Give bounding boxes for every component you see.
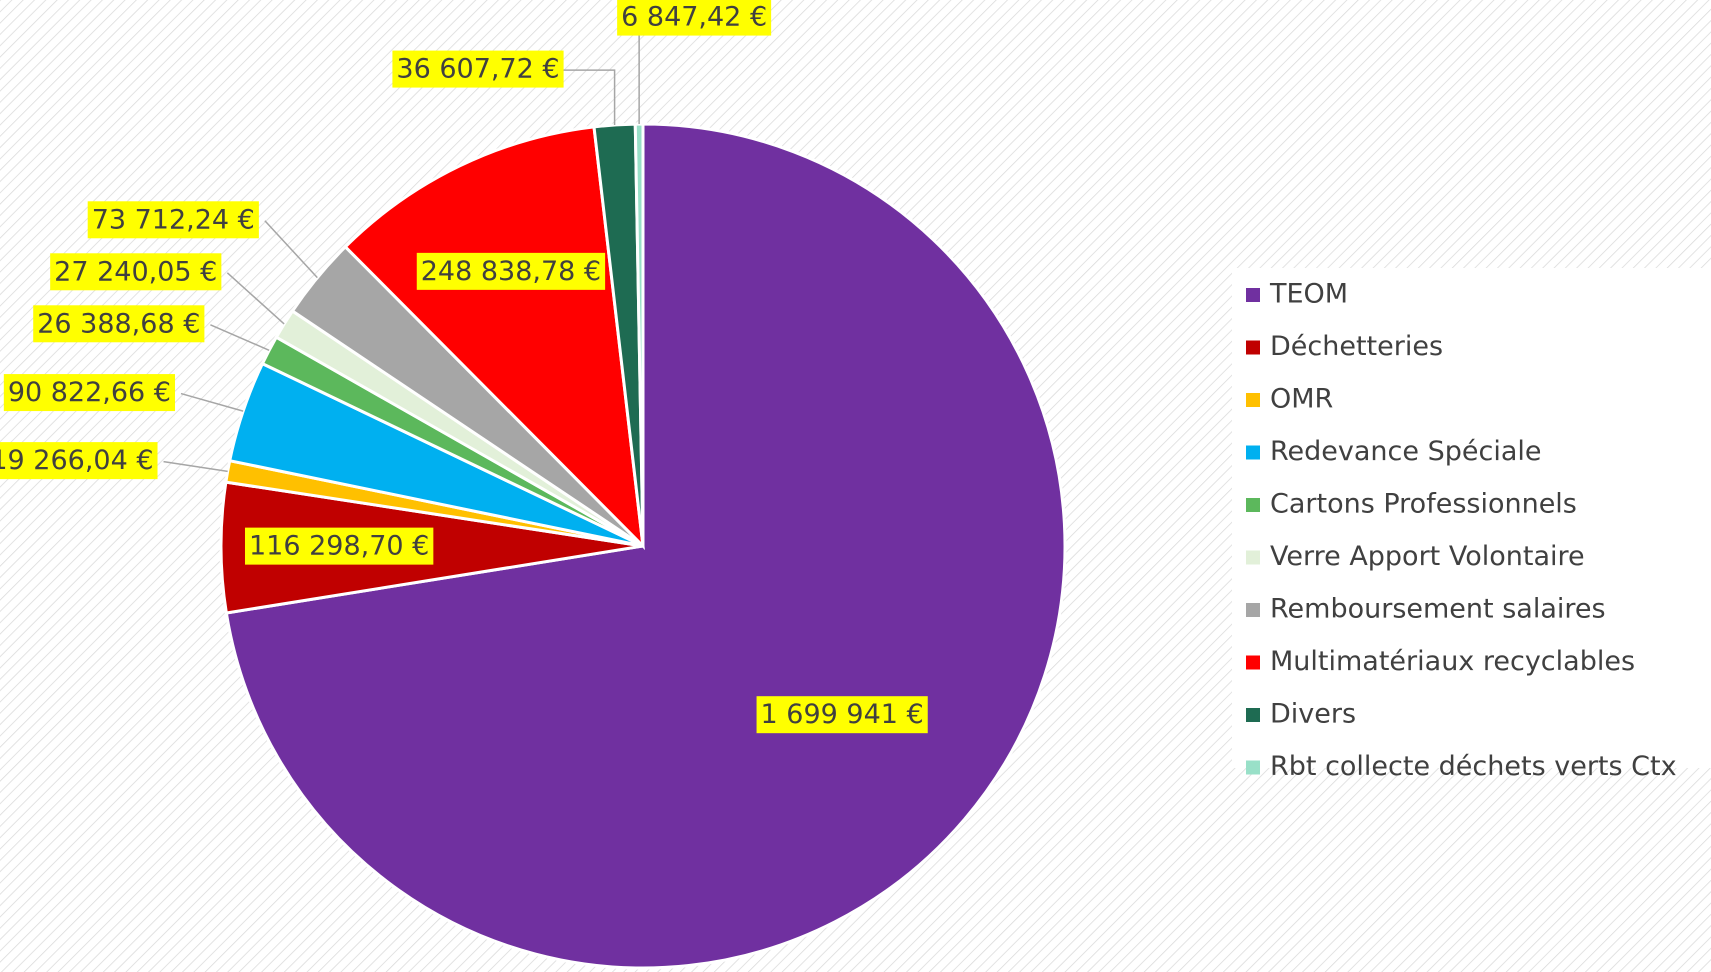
data-label-group: 73 712,24 € (87, 201, 259, 239)
data-label-group: 90 822,66 € (3, 374, 176, 412)
data-label-bg (416, 252, 606, 290)
legend-label: Redevance Spéciale (1270, 436, 1541, 467)
legend-swatch (1246, 498, 1260, 512)
legend-label: OMR (1270, 384, 1333, 415)
leader-line (180, 392, 244, 412)
legend-label: Multimatériaux recyclables (1270, 646, 1635, 677)
data-label-group: 6 847,42 € (617, 0, 772, 36)
data-label: 73 712,24 € (92, 204, 255, 235)
legend-swatch (1246, 760, 1260, 775)
data-label-bg (3, 374, 176, 412)
data-label-group: 116 298,70 € (244, 527, 434, 565)
legend-swatch (1246, 655, 1260, 670)
data-label-bg (50, 253, 222, 291)
legend-label: Remboursement salaires (1270, 594, 1606, 625)
data-label: 116 298,70 € (249, 531, 429, 562)
legend-label: Cartons Professionnels (1270, 489, 1577, 520)
data-label-group: 26 388,68 € (33, 305, 205, 343)
data-label: 248 838,78 € (421, 256, 601, 287)
data-label-group: 27 240,05 € (50, 253, 222, 291)
data-label-bg (244, 527, 434, 565)
data-label-bg (87, 201, 259, 239)
data-label-group: 1 699 941 € (756, 696, 928, 734)
data-label-group: 36 607,72 € (392, 50, 564, 88)
data-label: 1 699 941 € (761, 699, 924, 730)
data-label-bg (617, 0, 772, 36)
legend-label: TEOM (1269, 279, 1348, 310)
legend-box (1232, 268, 1711, 768)
legend-swatch (1246, 445, 1260, 460)
legend-swatch (1246, 340, 1260, 355)
leader-line (559, 69, 616, 125)
legend-label: Verre Apport Volontaire (1270, 541, 1585, 572)
data-label-group: 19 266,04 € (0, 442, 158, 480)
leader-line (264, 220, 318, 279)
data-label-group: 248 838,78 € (416, 252, 606, 290)
data-label: 27 240,05 € (54, 256, 217, 287)
legend-label: Rbt collecte déchets verts Ctx (1270, 751, 1677, 782)
data-label: 19 266,04 € (0, 445, 154, 476)
legend-swatch (1246, 550, 1260, 565)
legend-swatch (1246, 603, 1260, 617)
legend-label: Divers (1270, 699, 1356, 730)
legend-swatch (1246, 393, 1260, 407)
pie-slice (633, 122, 645, 547)
legend-swatch (1246, 708, 1260, 722)
data-label-bg (0, 442, 158, 480)
data-label-bg (33, 305, 205, 343)
data-label: 90 822,66 € (8, 377, 171, 408)
data-label: 36 607,72 € (396, 54, 559, 85)
data-label: 6 847,42 € (621, 2, 767, 33)
legend-label: Déchetteries (1270, 331, 1443, 362)
leader-line (210, 324, 270, 351)
data-label-bg (756, 696, 928, 734)
data-label: 26 388,68 € (37, 308, 200, 339)
legend-swatch (1246, 288, 1260, 302)
leader-line (226, 272, 285, 325)
leader-line (163, 460, 228, 473)
pie-slice (224, 122, 1067, 970)
data-label-bg (392, 50, 564, 88)
pie-slice (343, 125, 645, 551)
